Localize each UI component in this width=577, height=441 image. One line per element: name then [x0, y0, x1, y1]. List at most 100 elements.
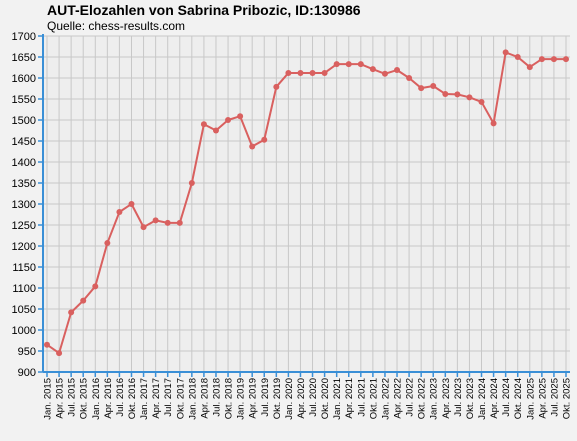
data-point — [261, 136, 268, 143]
x-tick-label: Okt. 2019 — [272, 378, 283, 419]
x-tick-label: Apr. 2015 — [55, 378, 66, 419]
data-point — [152, 217, 159, 224]
y-tick-labels: 900 950 1000 1050 1100 1150 1200 1250 1300 1350 14… — [12, 31, 36, 379]
y-tick-label: 1250 — [12, 220, 36, 232]
y-tick-label: 1600 — [12, 73, 36, 85]
x-tick-label: Apr. 2020 — [296, 378, 307, 419]
x-tick-label: Jul. 2022 — [405, 378, 416, 417]
y-tick-label: 1150 — [12, 262, 36, 274]
data-point — [188, 180, 195, 186]
y-tick-label: 1300 — [12, 199, 36, 211]
x-tick-label: Jan. 2015 — [43, 378, 54, 420]
y-tick-label: 1350 — [12, 178, 36, 190]
x-tick-label: Jul. 2017 — [163, 378, 174, 417]
y-tick-label: 1000 — [12, 325, 36, 337]
data-point — [514, 54, 521, 60]
data-point — [357, 61, 364, 68]
x-tick-label: Okt. 2015 — [79, 378, 90, 419]
series-layer — [44, 49, 569, 357]
data-point — [526, 64, 533, 71]
chart-title: AUT-Elozahlen von Sabrina Pribozic, ID:1… — [47, 2, 361, 18]
data-point — [116, 208, 123, 215]
x-tick-label: Jul. 2019 — [260, 378, 271, 417]
data-point — [225, 117, 232, 123]
x-tick-label: Jan. 2017 — [139, 378, 150, 420]
axis-layer — [38, 34, 570, 377]
data-point — [369, 66, 376, 73]
data-point — [200, 121, 207, 128]
x-tick-label: Jul. 2021 — [356, 378, 367, 417]
x-tick-label: Okt. 2022 — [417, 378, 428, 419]
data-point — [502, 49, 509, 56]
data-point — [454, 91, 461, 98]
x-tick-label: Jul. 2024 — [501, 378, 512, 417]
data-point — [430, 82, 437, 89]
x-tick-label: Jul. 2016 — [115, 378, 126, 417]
data-point — [92, 283, 99, 290]
x-tick-label: Okt. 2016 — [127, 378, 138, 419]
data-point — [273, 83, 280, 90]
x-tick-label: Apr. 2021 — [344, 378, 355, 419]
data-point — [538, 56, 545, 63]
y-tick-label: 1650 — [12, 52, 36, 64]
y-tick-label: 1100 — [12, 283, 36, 295]
y-tick-label: 1400 — [12, 157, 36, 169]
x-tick-label: Apr. 2024 — [489, 378, 500, 419]
x-tick-label: Apr. 2019 — [248, 378, 259, 419]
x-tick-label: Jul. 2025 — [549, 378, 560, 417]
x-tick-label: Okt. 2018 — [224, 378, 235, 419]
y-tick-label: 900 — [18, 367, 36, 379]
x-tick-label: Apr. 2023 — [441, 378, 452, 419]
data-point — [176, 219, 183, 226]
data-point — [285, 69, 292, 76]
data-point — [550, 56, 557, 63]
x-tick-label: Okt. 2020 — [320, 378, 331, 419]
x-tick-label: Apr. 2022 — [393, 378, 404, 419]
data-point — [128, 201, 135, 207]
data-point — [104, 240, 111, 247]
data-point — [297, 69, 304, 76]
data-point — [478, 98, 485, 105]
data-point — [466, 94, 473, 101]
data-point — [381, 70, 388, 77]
grid-layer — [43, 35, 570, 373]
data-point — [237, 113, 244, 120]
y-tick-label: 1200 — [12, 241, 36, 253]
data-point — [406, 75, 413, 81]
data-point — [212, 127, 219, 134]
x-tick-label: Apr. 2025 — [537, 378, 548, 419]
x-tick-label: Okt. 2023 — [465, 378, 476, 419]
data-point — [140, 224, 147, 231]
x-tick-label: Jan. 2023 — [429, 378, 440, 420]
x-tick-label: Jan. 2021 — [332, 378, 343, 420]
y-tick-label: 1700 — [12, 31, 36, 43]
x-tick-label: Jul. 2023 — [453, 378, 464, 417]
data-point — [80, 297, 87, 304]
x-tick-label: Jan. 2025 — [525, 378, 536, 420]
data-point — [394, 67, 401, 74]
y-tick-label: 1500 — [12, 115, 36, 127]
x-tick-label: Jan. 2022 — [380, 378, 391, 420]
x-tick-label: Apr. 2018 — [199, 378, 210, 419]
data-point — [321, 69, 328, 76]
data-point — [442, 90, 449, 97]
x-tick-label: Jan. 2024 — [477, 378, 488, 420]
x-tick-label: Okt. 2021 — [368, 378, 379, 419]
y-tick-label: 950 — [18, 346, 36, 358]
data-point — [418, 85, 425, 92]
x-tick-label: Jul. 2020 — [308, 378, 319, 417]
x-tick-label: Apr. 2016 — [103, 378, 114, 419]
chart-subtitle: Quelle: chess-results.com — [47, 19, 186, 33]
data-point — [490, 120, 497, 127]
data-point — [56, 350, 63, 357]
x-tick-label: Okt. 2017 — [175, 378, 186, 419]
x-tick-label: Apr. 2017 — [151, 378, 162, 419]
y-tick-label: 1550 — [12, 94, 36, 106]
y-tick-label: 1450 — [12, 136, 36, 148]
x-tick-label: Jan. 2018 — [187, 378, 198, 420]
data-point — [333, 61, 340, 68]
data-point — [249, 143, 256, 150]
data-point — [44, 341, 50, 348]
x-tick-label: Okt. 2025 — [562, 378, 573, 419]
